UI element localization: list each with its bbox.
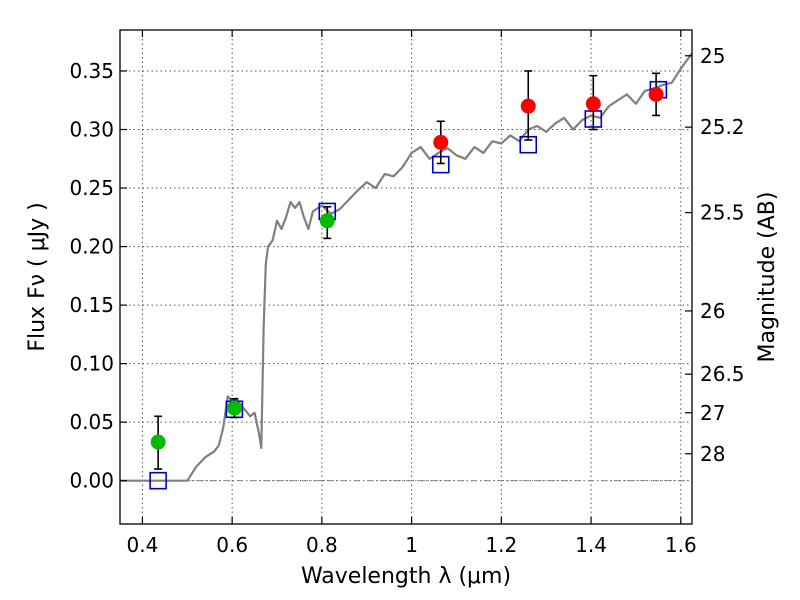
right-tick-label: 25.5 (700, 201, 745, 225)
observed-point-red (585, 96, 601, 112)
observed-point-red (648, 86, 664, 102)
x-tick-label: 1 (405, 533, 418, 557)
right-tick-label: 26 (700, 299, 725, 323)
y-tick-label: 0.35 (69, 59, 114, 83)
right-axis-label: Magnitude (AB) (755, 192, 780, 363)
y-tick-label: 0.00 (69, 469, 114, 493)
observed-points-group (150, 86, 664, 450)
x-tick-label: 1.6 (665, 533, 697, 557)
x-tick-label: 1.2 (485, 533, 517, 557)
y-tick-label: 0.20 (69, 235, 114, 259)
x-tick-label: 0.8 (306, 533, 338, 557)
observed-point-green (150, 434, 166, 450)
right-tick-label: 28 (700, 442, 725, 466)
right-tick-label: 26.5 (700, 362, 745, 386)
right-tick-labels: 25 25.2 25.5 26 26.5 27 28 (700, 44, 745, 466)
x-axis-label: Wavelength λ (μm) (301, 564, 511, 589)
y-tick-label: 0.30 (69, 118, 114, 142)
right-tick-label: 25.2 (700, 115, 745, 139)
observed-point-green (226, 400, 242, 416)
x-tick-labels: 0.4 0.6 0.8 1 1.2 1.4 1.6 (127, 533, 697, 557)
ticks (120, 30, 692, 524)
x-tick-label: 0.6 (216, 533, 248, 557)
observed-point-red (520, 98, 536, 114)
y-axis-label: Flux Fν ( μJy ) (25, 202, 50, 351)
y-tick-label: 0.05 (69, 410, 114, 434)
x-tick-label: 0.4 (127, 533, 159, 557)
x-tick-label: 1.4 (575, 533, 607, 557)
plot-frame (119, 29, 693, 525)
observed-point-red (433, 134, 449, 150)
y-tick-labels: 0.00 0.05 0.10 0.15 0.20 0.25 0.30 0.35 (69, 59, 114, 493)
y-tick-label: 0.15 (69, 293, 114, 317)
model-photometry-square (149, 471, 167, 490)
right-tick-label: 25 (700, 44, 725, 68)
observed-point-green (319, 213, 335, 229)
y-tick-label: 0.25 (69, 176, 114, 200)
y-tick-label: 0.10 (69, 352, 114, 376)
right-tick-label: 27 (700, 401, 725, 425)
